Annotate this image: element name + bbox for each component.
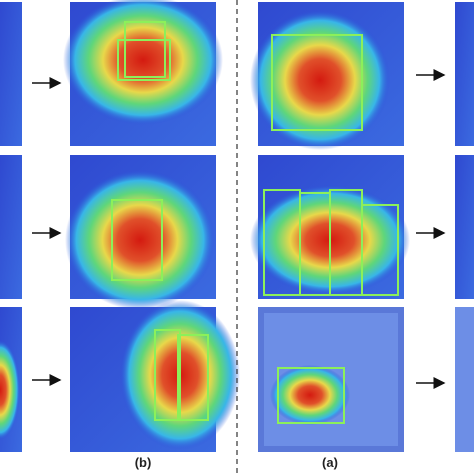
panel-label: (a) [322, 455, 338, 470]
partial-panels-right [455, 2, 474, 452]
panel-label: (b) [135, 455, 152, 470]
heatmap-panel [65, 155, 216, 310]
heatmap-panel [70, 300, 240, 452]
heatmap-panel [63, 0, 223, 146]
partial-panels-left [0, 2, 22, 452]
arrows-left [32, 77, 62, 386]
arrows-right [416, 69, 446, 389]
heatmap-panel [250, 155, 410, 299]
heatmap-panel [258, 307, 404, 452]
heatmap-panel [250, 2, 404, 150]
